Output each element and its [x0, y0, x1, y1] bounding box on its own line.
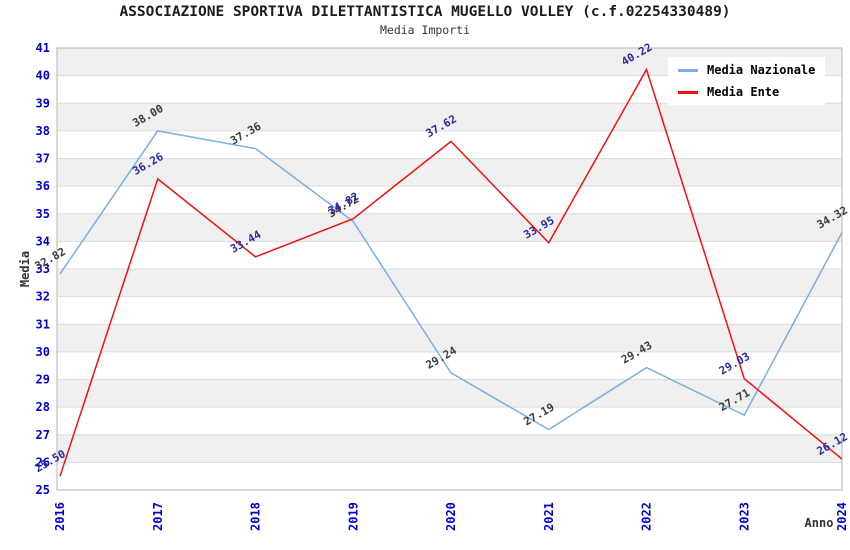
- y-tick-label: 25: [36, 483, 50, 497]
- legend-label-ente: Media Ente: [707, 85, 780, 99]
- y-tick-label: 31: [36, 317, 50, 331]
- x-tick-label: 2023: [737, 502, 751, 531]
- plot-band: [57, 434, 842, 463]
- chart-subtitle: Media Importi: [379, 23, 470, 37]
- plot-band: [57, 407, 842, 435]
- y-tick-label: 32: [36, 290, 50, 304]
- y-tick-label: 29: [36, 373, 50, 387]
- plot-band: [57, 213, 842, 242]
- x-axis-title: Anno: [805, 516, 834, 530]
- x-tick-label: 2020: [444, 502, 458, 531]
- y-tick-label: 39: [36, 96, 50, 110]
- legend-swatch-nazionale-icon: [678, 68, 698, 72]
- y-tick-label: 40: [36, 69, 50, 83]
- chart-title: ASSOCIAZIONE SPORTIVA DILETTANTISTICA MU…: [119, 4, 731, 20]
- legend-swatch-ente-icon: [678, 90, 698, 94]
- plot-band: [57, 379, 842, 408]
- x-tick-label: 2017: [151, 502, 165, 531]
- x-tick-label: 2022: [640, 502, 654, 531]
- y-tick-label: 37: [36, 152, 50, 166]
- y-tick-label: 34: [36, 234, 50, 248]
- y-tick-label: 36: [36, 179, 50, 193]
- plot-band: [57, 158, 842, 187]
- legend-label-nazionale: Media Nazionale: [707, 63, 816, 77]
- y-tick-label: 27: [36, 428, 50, 442]
- legend: Media Nazionale Media Ente: [668, 57, 826, 105]
- plot-band: [57, 186, 842, 214]
- plot-frame: [56, 47, 843, 491]
- plot-band: [57, 351, 842, 380]
- y-tick-label: 38: [36, 124, 50, 138]
- x-tick-label: 2024: [835, 502, 849, 531]
- y-tick-label: 41: [36, 41, 50, 55]
- plot-band: [57, 103, 842, 131]
- x-tick-label: 2021: [542, 502, 556, 531]
- x-tick-label: 2016: [53, 502, 67, 531]
- y-tick-label: 33: [36, 262, 50, 276]
- series-line-media-nazionale: [59, 130, 843, 431]
- legend-item-media-nazionale: Media Nazionale: [678, 63, 815, 77]
- legend-item-media-ente: Media Ente: [678, 85, 815, 99]
- y-axis-title: Media: [18, 251, 32, 287]
- series-line-media-ente: [59, 67, 843, 477]
- x-tick-label: 2019: [346, 502, 360, 531]
- y-tick-label: 30: [36, 345, 50, 359]
- plot-band: [57, 296, 842, 325]
- x-tick-label: 2018: [249, 502, 263, 531]
- plot-band: [57, 269, 842, 297]
- plot-band: [57, 241, 842, 269]
- y-tick-label: 35: [36, 207, 50, 221]
- plot-band: [57, 130, 842, 159]
- plot-band: [57, 462, 842, 490]
- y-tick-label: 26: [36, 455, 50, 469]
- plot-band: [57, 324, 842, 352]
- y-tick-label: 28: [36, 400, 50, 414]
